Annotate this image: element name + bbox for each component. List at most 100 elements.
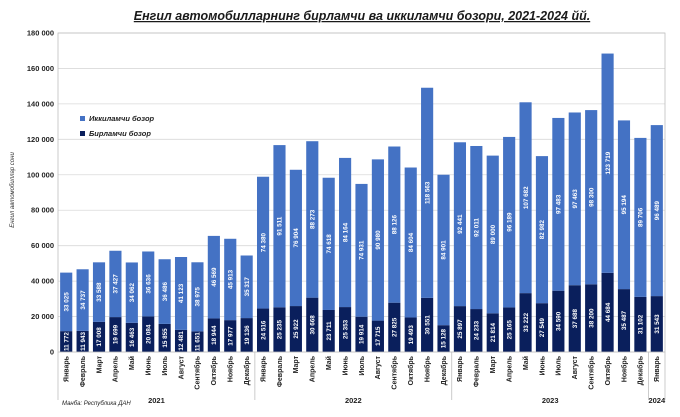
bar-primary bbox=[617, 289, 631, 352]
bar-secondary bbox=[437, 174, 450, 326]
x-tick-label: Февраль bbox=[474, 355, 481, 387]
bar-primary bbox=[552, 290, 565, 352]
year-label: 2022 bbox=[345, 396, 362, 405]
bar-secondary bbox=[519, 102, 532, 294]
data-label-primary: 38 200 bbox=[588, 308, 595, 328]
data-label-primary: 31 543 bbox=[654, 314, 661, 334]
x-tick-label: Февраль bbox=[80, 355, 87, 387]
data-label-primary: 34 590 bbox=[556, 311, 563, 331]
x-tick-label: Октябрь bbox=[407, 355, 415, 385]
data-label-secondary: 95 194 bbox=[621, 195, 628, 215]
data-label-secondary: 98 300 bbox=[588, 187, 595, 207]
bar-secondary bbox=[453, 142, 467, 307]
bar-primary bbox=[650, 296, 663, 352]
data-label-secondary: 33 025 bbox=[63, 292, 70, 312]
data-label-secondary: 36 486 bbox=[162, 281, 169, 301]
bar-primary bbox=[322, 309, 335, 352]
y-tick-label: 180 000 bbox=[27, 29, 54, 38]
x-tick-label: Январь bbox=[457, 355, 464, 382]
x-tick-label: Август bbox=[375, 355, 382, 379]
x-tick-label: Май bbox=[128, 356, 136, 370]
legend-swatch-primary bbox=[80, 131, 85, 136]
data-label-primary: 18 944 bbox=[211, 325, 218, 345]
data-label-secondary: 97 483 bbox=[556, 194, 563, 214]
x-tick-label: Октябрь bbox=[210, 355, 218, 385]
data-label-secondary: 91 511 bbox=[277, 216, 284, 235]
data-label-secondary: 92 441 bbox=[457, 214, 464, 234]
bar-secondary bbox=[306, 141, 319, 298]
y-tick-label: 120 000 bbox=[27, 135, 54, 144]
x-tick-label: Май bbox=[325, 356, 333, 370]
bar-secondary bbox=[552, 117, 565, 291]
data-label-primary: 15 855 bbox=[162, 328, 169, 348]
chart-title: Енгил автомобилларнинг бирламчи ва иккил… bbox=[134, 9, 590, 23]
x-tick-label: Июнь bbox=[342, 355, 349, 375]
data-label-primary: 31 102 bbox=[638, 314, 645, 334]
data-label-primary: 20 084 bbox=[145, 324, 152, 344]
bar-primary bbox=[421, 297, 434, 352]
data-label-secondary: 37 427 bbox=[113, 274, 120, 294]
bar-secondary bbox=[404, 167, 417, 318]
bar-secondary bbox=[142, 251, 155, 317]
bar-secondary bbox=[256, 176, 270, 309]
data-label-secondary: 84 901 bbox=[441, 240, 448, 260]
data-label-secondary: 33 588 bbox=[96, 282, 103, 302]
bar-secondary bbox=[601, 53, 614, 273]
x-tick-label: Апрель bbox=[310, 355, 317, 382]
bar-secondary bbox=[240, 255, 253, 319]
x-tick-label: Май bbox=[522, 356, 530, 370]
x-tick-label: Сентябрь bbox=[587, 355, 595, 389]
data-label-primary: 27 549 bbox=[539, 317, 546, 337]
bar-primary bbox=[76, 330, 89, 352]
data-label-primary: 19 136 bbox=[244, 325, 251, 345]
data-label-secondary: 76 904 bbox=[293, 228, 300, 248]
bar-layer bbox=[60, 53, 663, 352]
bar-secondary bbox=[585, 110, 598, 285]
data-label-secondary: 35 317 bbox=[244, 277, 251, 297]
bar-secondary bbox=[355, 183, 368, 317]
y-tick-label: 160 000 bbox=[27, 64, 54, 73]
bar-primary bbox=[207, 318, 220, 352]
data-label-primary: 17 008 bbox=[96, 327, 103, 347]
bar-primary bbox=[92, 321, 106, 352]
x-tick-label: Декабрь bbox=[440, 355, 448, 385]
data-label-primary: 19 914 bbox=[359, 324, 366, 344]
x-tick-label: Январь bbox=[64, 355, 71, 382]
bar-secondary bbox=[76, 269, 89, 331]
x-tick-label: Июнь bbox=[146, 355, 153, 375]
bar-secondary bbox=[322, 177, 335, 310]
data-label-primary: 12 481 bbox=[178, 331, 185, 351]
data-label-primary: 30 668 bbox=[309, 315, 316, 335]
data-label-primary: 25 922 bbox=[293, 319, 300, 339]
data-label-secondary: 34 062 bbox=[129, 283, 136, 303]
axis-layer: 0 20 000 40 000 60 000 80 000 100 000 120 000 1… bbox=[27, 29, 666, 406]
bar-secondary bbox=[486, 155, 499, 314]
data-label-primary: 19 493 bbox=[408, 325, 415, 345]
bar-secondary bbox=[207, 235, 220, 319]
legend-swatch-secondary bbox=[80, 116, 85, 121]
bar-secondary bbox=[617, 120, 631, 290]
data-label-primary: 17 715 bbox=[375, 326, 382, 346]
label-layer: 11 772 33 025 11 943 34 737 17 008 33 588 19 6… bbox=[63, 151, 661, 351]
bar-primary bbox=[535, 303, 549, 352]
x-tick-label: Январь bbox=[260, 355, 267, 382]
x-tick-label: Август bbox=[178, 355, 185, 379]
data-label-secondary: 88 273 bbox=[309, 209, 316, 229]
bar-primary bbox=[585, 284, 598, 352]
data-label-secondary: 90 980 bbox=[375, 230, 382, 250]
x-tick-label: Ноябрь bbox=[227, 355, 235, 382]
bar-primary bbox=[601, 272, 614, 352]
data-label-secondary: 92 011 bbox=[474, 218, 481, 237]
data-label-secondary: 89 706 bbox=[638, 207, 645, 227]
bar-primary bbox=[240, 318, 253, 352]
bar-primary bbox=[371, 320, 384, 352]
x-tick-label: Ноябрь bbox=[620, 355, 628, 382]
data-label-secondary: 84 604 bbox=[408, 232, 415, 252]
data-label-secondary: 46 569 bbox=[211, 267, 218, 287]
x-tick-label: Февраль bbox=[277, 355, 284, 387]
bar-primary bbox=[437, 325, 450, 352]
data-label-secondary: 74 380 bbox=[260, 233, 267, 253]
bar-secondary bbox=[273, 145, 286, 308]
year-label: 2024 bbox=[648, 396, 666, 405]
